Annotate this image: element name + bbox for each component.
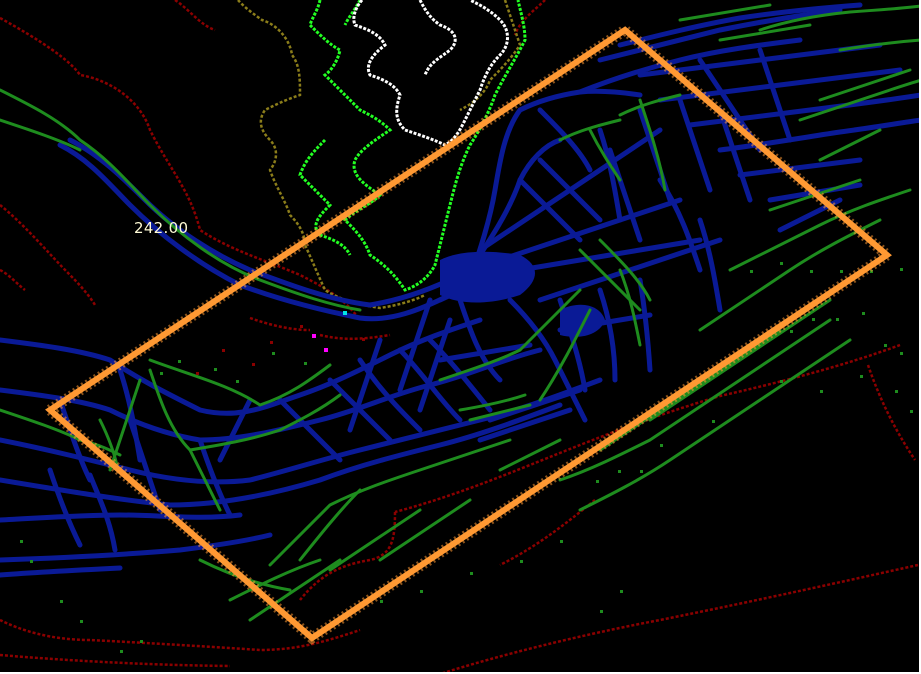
channel-network-blue (0, 2, 921, 578)
marker-cyan[interactable] (343, 311, 347, 315)
elevation-label: 242.00 (134, 219, 189, 237)
marker-magenta-1[interactable] (312, 334, 316, 338)
frame-edge-bottom (0, 672, 921, 674)
survey-points-red (196, 325, 365, 375)
vegetation-network-green (0, 3, 921, 622)
contour-line-lime (298, 0, 527, 292)
marker-magenta-2[interactable] (324, 348, 328, 352)
channel-mouth-fill (440, 251, 605, 337)
frame-edge-right (919, 0, 921, 674)
boundary-rectangle-orange[interactable] (40, 23, 897, 645)
contour-line-white (352, 0, 509, 147)
